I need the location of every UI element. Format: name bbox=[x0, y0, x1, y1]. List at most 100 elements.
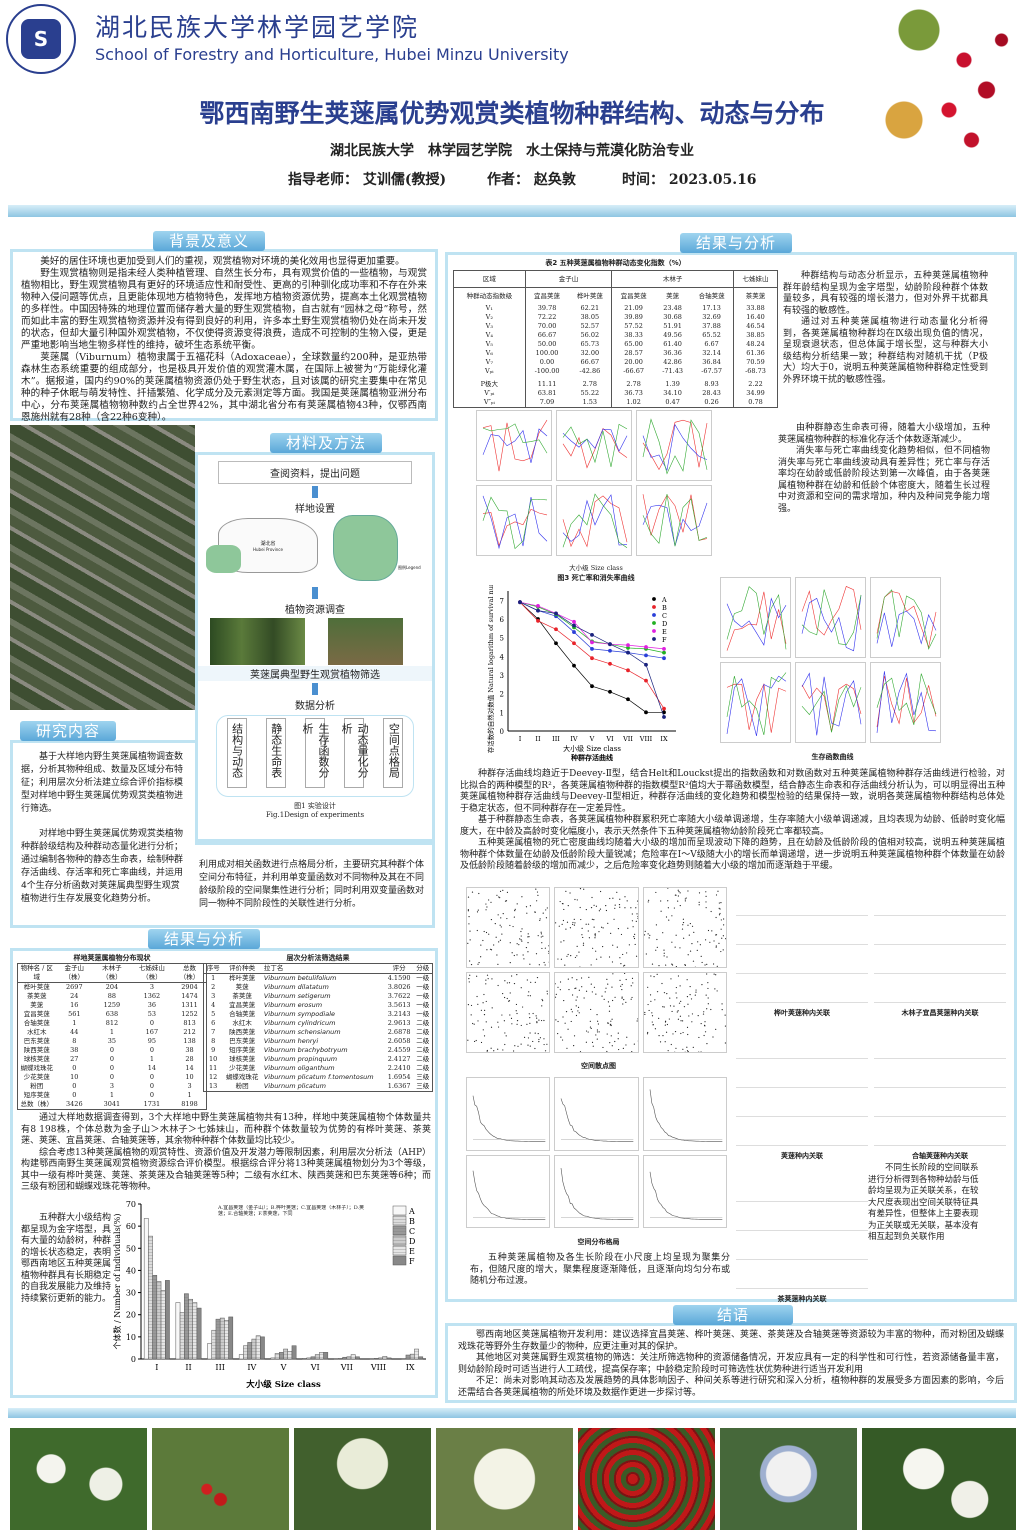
scatter-dot bbox=[671, 964, 673, 966]
scatter-dot bbox=[509, 924, 511, 927]
table-cell: 813 bbox=[183, 1019, 196, 1027]
scatter-dot bbox=[519, 938, 521, 940]
scatter-dot bbox=[534, 981, 536, 983]
table-row: V₆ 100.00 32.00 28.57 36.36 32.14 61.36 bbox=[453, 349, 778, 358]
scatter-dot bbox=[646, 1031, 648, 1034]
bar-B-IV bbox=[243, 1345, 248, 1360]
table-cell: 212 bbox=[183, 1028, 196, 1036]
line-panel bbox=[556, 410, 632, 481]
conclusion-section: 鄂西南地区荚蒾属植物开发利用：建议选择宜昌荚蒾、桦叶荚蒾、荚蒾、茶荚蒾及合轴荚蒾… bbox=[445, 1323, 1017, 1403]
scatter-dot bbox=[685, 1046, 688, 1048]
x-tick-label: VI bbox=[310, 1363, 320, 1372]
y-tick-label: 20 bbox=[126, 1311, 136, 1320]
scatter-dot bbox=[522, 954, 524, 956]
association-panel bbox=[736, 887, 868, 1005]
table-cell: 0 bbox=[109, 1046, 114, 1054]
scatter-dot bbox=[546, 907, 548, 909]
scatter-dot bbox=[626, 900, 629, 902]
association-caption: 合轴荚蒾种内关联 bbox=[912, 1152, 968, 1160]
scatter-dot bbox=[621, 997, 624, 999]
scatter-dot bbox=[656, 973, 658, 976]
scatter-dot bbox=[650, 1012, 653, 1014]
table-cell: 9 bbox=[211, 1046, 216, 1054]
scatter-panel bbox=[642, 887, 727, 968]
scatter-dot bbox=[565, 928, 567, 930]
y-axis-label: 存活数的自然对数值 Natural logarithm of survival … bbox=[486, 585, 495, 753]
line-panel bbox=[556, 485, 632, 556]
scatter-dot bbox=[718, 907, 720, 909]
scatter-dot bbox=[511, 975, 513, 977]
table-cell: Viburnum propinquum bbox=[263, 1055, 338, 1063]
scatter-dot bbox=[595, 1034, 597, 1036]
scatter-dot bbox=[656, 991, 658, 993]
table-row: 10 球核荚蒾 Viburnum propinquum 2.4127 二级 bbox=[204, 1055, 433, 1064]
scatter-dot bbox=[521, 928, 523, 930]
table-cell: 28.43 bbox=[690, 389, 734, 398]
scatter-dot bbox=[591, 896, 593, 899]
scatter-dot bbox=[616, 891, 618, 893]
scatter-dot bbox=[594, 934, 597, 936]
scatter-dot bbox=[690, 1021, 693, 1023]
scatter-dot bbox=[520, 987, 522, 989]
bar-B-V bbox=[274, 1353, 280, 1360]
scatter-dot bbox=[669, 1005, 671, 1007]
line-panel bbox=[476, 410, 552, 481]
scatter-dot bbox=[614, 907, 616, 909]
scatter-dot bbox=[684, 964, 686, 967]
table-cell: 65.00 bbox=[624, 340, 643, 348]
scatter-dot bbox=[469, 960, 471, 962]
scatter-dot bbox=[675, 992, 677, 994]
scatter-dot bbox=[568, 988, 570, 991]
scatter-dot bbox=[572, 923, 574, 925]
legend-marker bbox=[652, 629, 656, 633]
scatter-dot bbox=[517, 1045, 519, 1047]
scatter-dot bbox=[594, 935, 597, 937]
scatter-dot bbox=[663, 949, 665, 951]
scatter-dot bbox=[598, 1023, 600, 1025]
scatter-dot bbox=[521, 896, 523, 898]
table-cell: 49.56 bbox=[663, 331, 682, 339]
legend-swatch bbox=[392, 1255, 407, 1266]
curve bbox=[562, 428, 628, 469]
table-cell: V₇ bbox=[453, 358, 526, 367]
table-cell: 0 bbox=[109, 1055, 114, 1063]
scatter-dot bbox=[527, 936, 529, 938]
point-E bbox=[590, 640, 594, 645]
scatter-dot bbox=[593, 926, 596, 928]
curve bbox=[562, 493, 628, 549]
scatter-dot bbox=[603, 998, 606, 1000]
results-right-section: 表2 五种荚蒾属植物种群动态变化指数（%） 区域 金子山 木林子 七姊妹山 种群动态指数… bbox=[445, 252, 1017, 1303]
bar-D-I bbox=[156, 1281, 162, 1360]
table-row: 合轴荚蒾 1 812 0 813 bbox=[18, 1019, 207, 1028]
scatter-dot bbox=[570, 1020, 573, 1023]
curve bbox=[482, 496, 548, 550]
scatter-dot bbox=[574, 922, 576, 924]
scatter-dot bbox=[525, 946, 528, 949]
table-cell: 水红木 bbox=[232, 1019, 252, 1027]
scatter-dot bbox=[527, 1037, 530, 1039]
life-table-text: 由种群静态生命表可得，随着大小级增加，五种荚蒾属植物种群的标准化存活个体数逐渐减… bbox=[778, 423, 990, 515]
scatter-dot bbox=[549, 950, 550, 951]
scatter-dot bbox=[581, 927, 584, 929]
scatter-dot bbox=[724, 1042, 726, 1044]
scatter-dot bbox=[592, 918, 594, 920]
decay-panel bbox=[466, 1077, 551, 1151]
scatter-dot bbox=[614, 1040, 616, 1043]
scatter-dot bbox=[544, 1050, 547, 1052]
scatter-dot bbox=[670, 915, 673, 917]
scatter-dot bbox=[477, 1003, 479, 1005]
scatter-dot bbox=[679, 1015, 681, 1017]
field-photo bbox=[210, 618, 305, 665]
scatter-dot bbox=[477, 1020, 479, 1022]
scatter-dot bbox=[672, 1005, 675, 1007]
table1: 样地荚蒾属植物分布现状 物种名 / 区域 金子山（株） 木林子（株） 七姊妹山（株）总… bbox=[17, 953, 207, 1110]
scatter-dot bbox=[695, 991, 697, 993]
curve bbox=[801, 683, 862, 732]
scatter-dot bbox=[543, 1019, 545, 1022]
scatter-panel bbox=[554, 887, 639, 968]
scatter-dot bbox=[681, 924, 684, 926]
table-cell: 0.78 bbox=[748, 398, 763, 406]
paragraph: 消失率与死亡率曲线变化趋势相似，但不同植物消失率与死亡率曲线波动具有差异性；死亡… bbox=[778, 446, 990, 514]
table-cell: V₃ bbox=[453, 322, 526, 331]
